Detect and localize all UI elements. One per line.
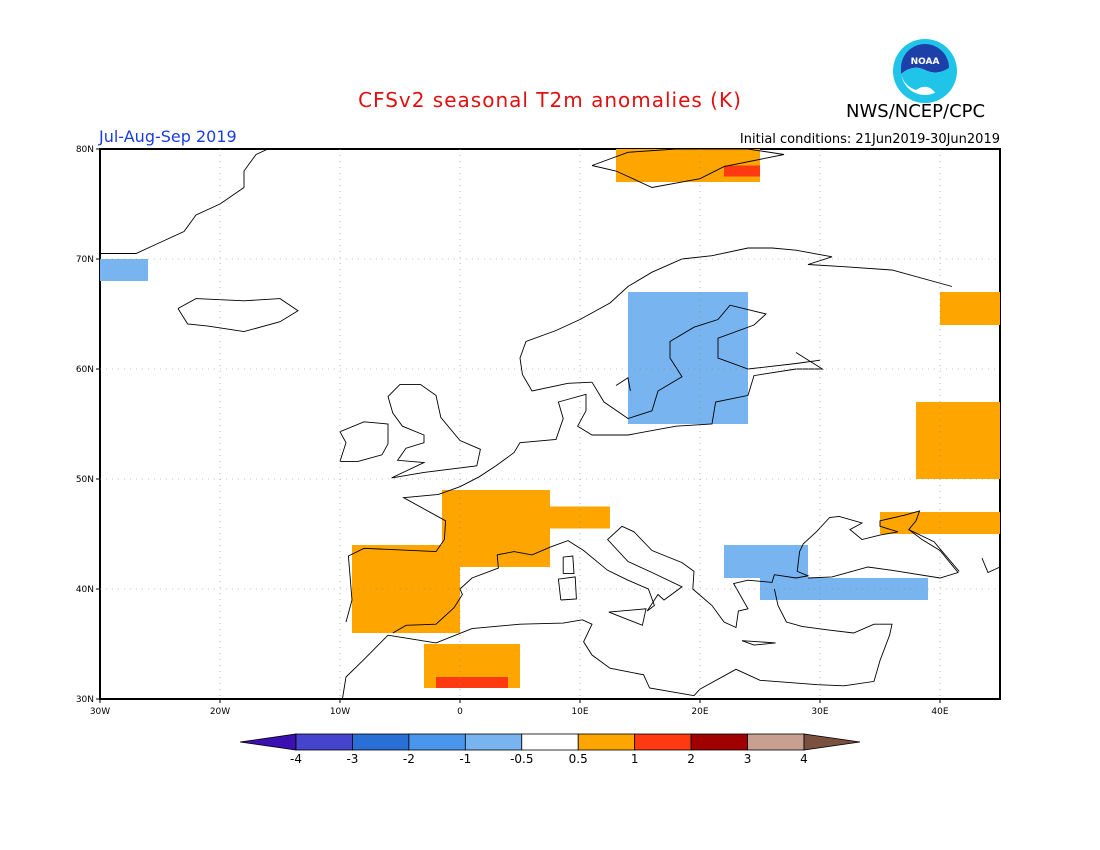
europe-coast	[345, 352, 824, 623]
colorbar-swatch	[464, 733, 523, 751]
anomaly-map: 30W 20W 10W 0 10E 20E 30E 40E 30N 40N 50N 60N 70N 80N	[76, 145, 1001, 717]
lon-tick-label: 10E	[571, 707, 588, 717]
anomaly-region-13	[100, 259, 148, 281]
noaa-logo-text: NOAA	[911, 57, 940, 67]
initial-conditions: Initial conditions: 21Jun2019-30Jun2019	[739, 132, 1000, 147]
lon-tick-label: 30E	[811, 707, 828, 717]
colorbar-label: -1	[459, 752, 471, 766]
colorbar-swatch	[577, 733, 636, 751]
agency-label: NWS/NCEP/CPC	[846, 101, 986, 122]
svalbard-coast	[591, 148, 785, 188]
scandinavia-coast	[591, 304, 821, 419]
anomaly-region-8	[724, 165, 760, 177]
africa-coast	[341, 619, 701, 700]
lon-tick-label: 20E	[691, 707, 708, 717]
britain-coast	[387, 383, 481, 479]
lon-tick-label: 40E	[931, 707, 948, 717]
colorbar-label: -3	[346, 752, 358, 766]
lon-tick-label: 10W	[330, 707, 350, 717]
lat-tick-label: 50N	[76, 475, 94, 485]
colorbar-min-triangle	[239, 733, 297, 751]
forecast-period: Jul-Aug-Sep 2019	[99, 127, 237, 146]
med-coast	[392, 510, 959, 634]
lat-tick-label: 70N	[76, 255, 94, 265]
colorbar-label: 3	[744, 752, 752, 766]
colorbar-label: -2	[403, 752, 415, 766]
colorbar-swatch	[352, 733, 410, 751]
lat-tick-label: 40N	[76, 585, 94, 595]
colorbar-swatch	[634, 733, 692, 751]
lon-tick-label: 20W	[210, 707, 230, 717]
map-title: CFSv2 seasonal T2m anomalies (K)	[358, 88, 742, 112]
lat-tick-label: 80N	[76, 145, 94, 155]
anomaly-region-10	[628, 292, 748, 424]
colorbar-label: -4	[290, 752, 302, 766]
colorbar-max-triangle	[803, 733, 861, 751]
lon-tick-label: 30W	[90, 707, 110, 717]
colorbar-label: 0.5	[569, 752, 588, 766]
colorbar-swatch	[521, 733, 579, 751]
colorbar-label: 1	[631, 752, 639, 766]
lat-tick-label: 60N	[76, 365, 94, 375]
anomaly-region-11	[724, 545, 808, 578]
colorbar-label: 2	[687, 752, 695, 766]
colorbar-swatch	[408, 733, 466, 751]
crete-coast	[741, 640, 776, 646]
anomaly-region-6	[940, 292, 1000, 325]
sicily-coast	[608, 608, 647, 626]
noaa-logo: NOAA	[893, 39, 957, 103]
colorbar-label: 4	[800, 752, 808, 766]
gridlines	[100, 149, 1000, 699]
greenland-coast	[100, 148, 269, 254]
turkey-south-coast	[699, 588, 893, 690]
sardinia-coast	[557, 576, 577, 601]
colorbar-swatch	[747, 733, 805, 751]
coastline-layer	[100, 148, 1001, 700]
lon-tick-label: 0	[457, 707, 463, 717]
colorbar-swatch	[295, 733, 353, 751]
norway-coast	[519, 247, 953, 392]
anomaly-region-5	[916, 402, 1000, 479]
axis-ticks: 30W 20W 10W 0 10E 20E 30E 40E 30N 40N 50N 60N 70N 80N	[76, 145, 949, 717]
ireland-coast	[339, 421, 389, 462]
colorbar-swatch	[690, 733, 748, 751]
anomaly-region-9	[436, 677, 508, 688]
caspian-coast	[981, 558, 1001, 574]
lat-tick-label: 30N	[76, 695, 94, 705]
colorbar-label: -0.5	[510, 752, 533, 766]
anomaly-region-2	[532, 506, 610, 529]
scandinavia-lakes	[615, 377, 631, 392]
black-sea-east	[908, 529, 960, 572]
map-frame	[99, 148, 1001, 700]
corsica-coast	[562, 555, 575, 575]
